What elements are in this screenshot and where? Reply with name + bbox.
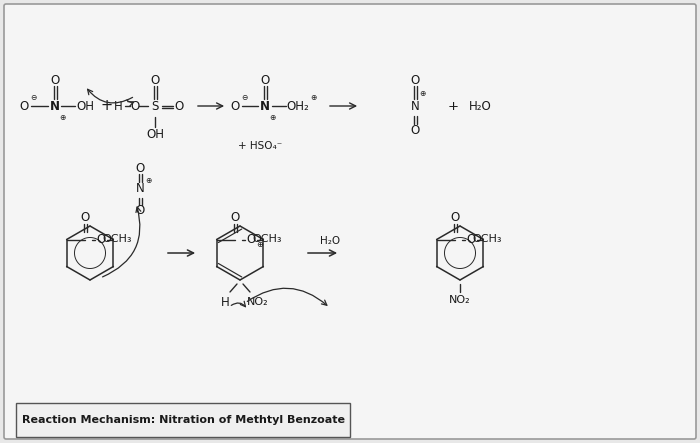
Text: H₂O: H₂O — [320, 236, 340, 246]
Text: ⊕: ⊕ — [145, 176, 151, 186]
Text: O: O — [260, 74, 270, 86]
Text: H₂O: H₂O — [468, 100, 491, 113]
Text: OCH₃: OCH₃ — [473, 234, 503, 245]
Text: ⊖: ⊖ — [30, 93, 36, 102]
Text: N: N — [136, 183, 144, 195]
Text: OH: OH — [146, 128, 164, 140]
Text: O: O — [466, 233, 475, 246]
Text: S: S — [151, 100, 159, 113]
Text: + HSO₄⁻: + HSO₄⁻ — [238, 141, 282, 151]
FancyBboxPatch shape — [16, 403, 350, 437]
Text: O: O — [246, 233, 256, 246]
Text: ⊕: ⊕ — [256, 241, 263, 249]
Text: O: O — [135, 163, 145, 175]
FancyArrowPatch shape — [88, 89, 132, 103]
FancyArrowPatch shape — [247, 288, 327, 305]
Text: Reaction Mechanism: Nitration of Methtyl Benzoate: Reaction Mechanism: Nitration of Methtyl… — [22, 415, 344, 425]
Text: H: H — [113, 100, 122, 113]
FancyArrowPatch shape — [231, 301, 246, 307]
Text: NO₂: NO₂ — [449, 295, 471, 305]
Text: O: O — [174, 100, 183, 113]
Text: +: + — [101, 98, 113, 113]
Text: O: O — [450, 211, 459, 224]
Text: ⊕: ⊕ — [59, 113, 65, 123]
Text: O: O — [20, 100, 29, 113]
Text: OH₂: OH₂ — [286, 100, 309, 113]
Text: OCH₃: OCH₃ — [253, 234, 282, 245]
Text: O: O — [80, 211, 89, 224]
Text: N: N — [50, 100, 60, 113]
Text: O: O — [50, 74, 60, 86]
Text: O: O — [230, 100, 239, 113]
Text: N: N — [411, 100, 419, 113]
Text: O: O — [96, 233, 105, 246]
Text: ⊕: ⊕ — [269, 113, 275, 123]
Text: O: O — [135, 205, 145, 218]
Text: OH: OH — [76, 100, 94, 113]
FancyBboxPatch shape — [4, 4, 696, 439]
Text: O: O — [410, 74, 419, 86]
Text: NO₂: NO₂ — [247, 297, 269, 307]
Text: H: H — [220, 295, 230, 308]
Text: N: N — [260, 100, 270, 113]
FancyArrowPatch shape — [127, 100, 133, 106]
Text: ⊖: ⊖ — [241, 93, 247, 102]
Text: ⊕: ⊕ — [419, 89, 425, 98]
Text: O: O — [230, 211, 239, 224]
Text: O: O — [130, 100, 139, 113]
Text: OCH₃: OCH₃ — [103, 234, 132, 245]
FancyArrowPatch shape — [103, 207, 141, 277]
Text: O: O — [150, 74, 160, 86]
Text: +: + — [447, 100, 458, 113]
Text: O: O — [410, 124, 419, 136]
Text: ⊕: ⊕ — [310, 93, 316, 102]
